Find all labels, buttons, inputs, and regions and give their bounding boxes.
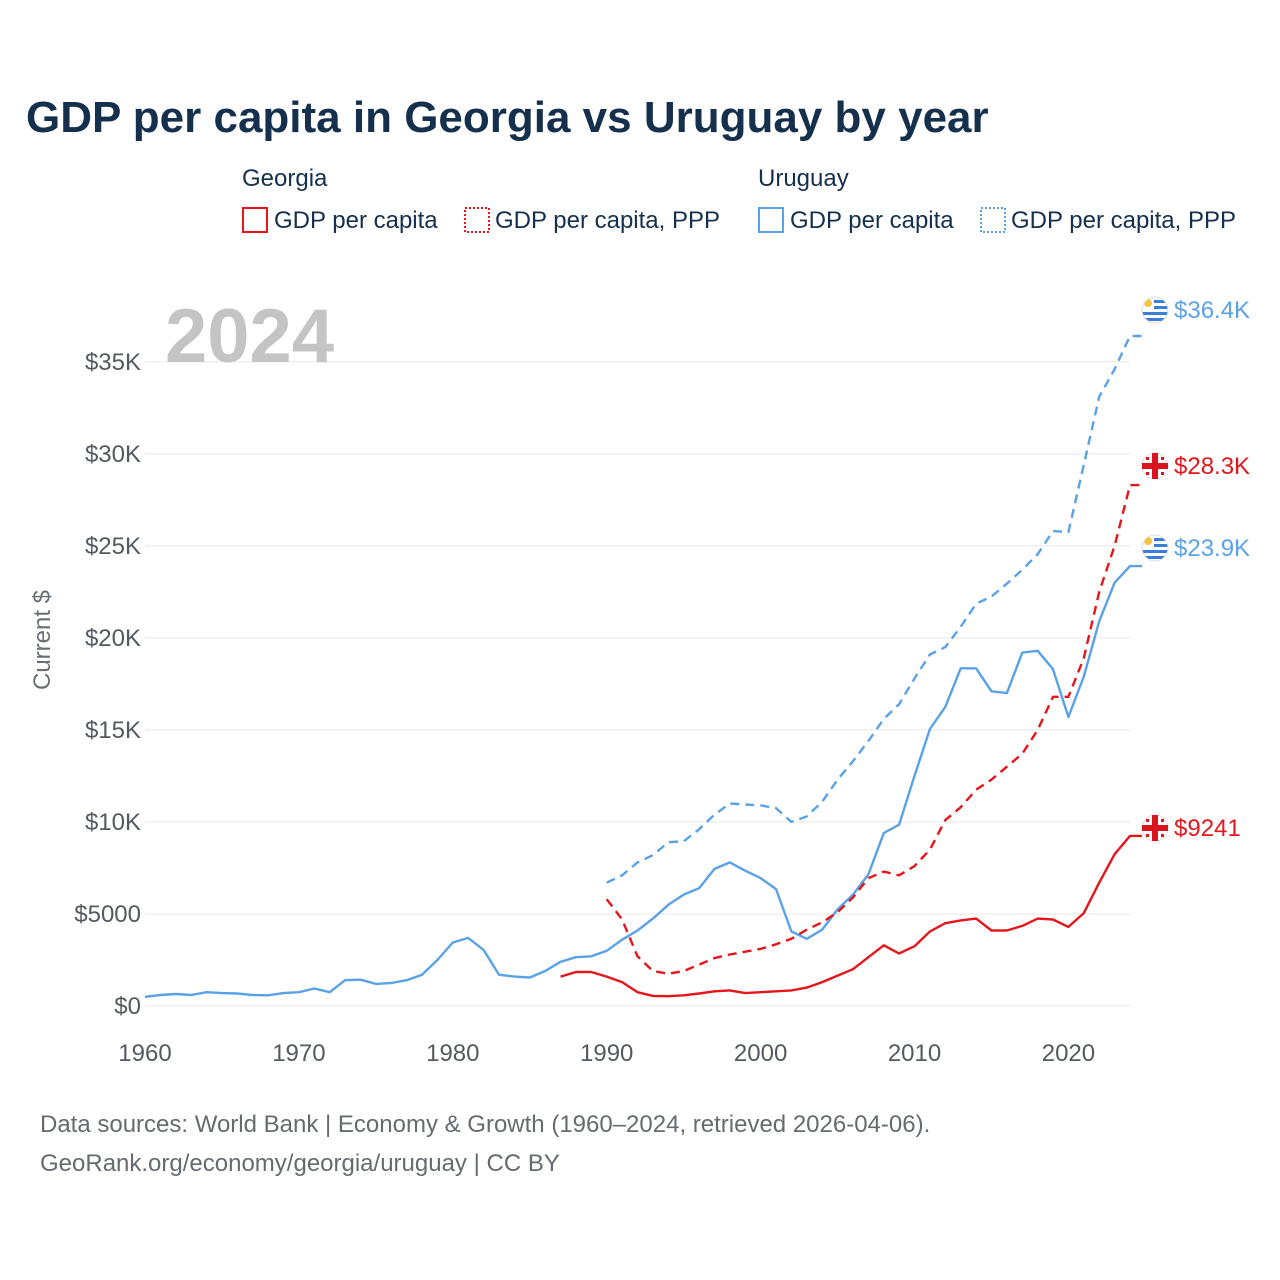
series-lines [144,334,1142,998]
footer-sources: Data sources: World Bank | Economy & Gro… [40,1111,930,1138]
series-line-georgia-gdp-per-capita [560,834,1142,998]
legend-swatch-georgia-ppp [464,207,490,233]
y-tick-label: $25K [85,533,141,560]
legend-label-uruguay-ppp: GDP per capita, PPP [1011,207,1236,234]
end-label-uruguay-gdp: $23.9K [1174,535,1250,562]
x-tick-label: 1960 [118,1040,171,1067]
x-tick-label: 1990 [580,1040,633,1067]
x-tick-label: 1970 [272,1040,325,1067]
y-tick-label: $20K [85,625,141,652]
series-line-georgia-gdp-per-capita-ppp [605,483,1142,975]
georgia-flag-icon [1141,452,1169,480]
y-axis-ticks: $0 $5000 $10K $15K $20K $25K $30K $35K [74,349,141,1020]
y-tick-label: $30K [85,441,141,468]
y-tick-label: $15K [85,717,141,744]
legend-label-georgia-ppp: GDP per capita, PPP [495,207,720,234]
series-line-uruguay-gdp-per-capita-ppp [606,334,1142,884]
end-label-uruguay-ppp: $36.4K [1174,297,1250,324]
end-marker-georgia-gdp: $9241 [1141,814,1241,842]
year-watermark: 2024 [165,294,334,379]
grid [145,361,1130,1007]
legend-label-uruguay-gdp: GDP per capita [790,207,954,234]
x-tick-label: 2010 [888,1040,941,1067]
end-label-georgia-ppp: $28.3K [1174,453,1250,480]
y-tick-label: $35K [85,349,141,376]
end-marker-uruguay-gdp: $23.9K [1141,534,1250,562]
y-axis-title: Current $ [29,590,56,690]
legend-group-uruguay: Uruguay [758,165,849,192]
legend-swatch-uruguay-ppp [980,207,1006,233]
series-line-uruguay-gdp-per-capita [144,564,1142,998]
uruguay-flag-icon [1142,535,1168,561]
x-tick-label: 2020 [1042,1040,1095,1067]
y-tick-label: $10K [85,809,141,836]
x-axis-ticks: 1960 1970 1980 1990 2000 2010 2020 [118,1040,1095,1067]
x-tick-label: 1980 [426,1040,479,1067]
y-tick-label: $5000 [74,901,141,928]
end-marker-uruguay-ppp: $36.4K [1141,296,1250,324]
end-marker-georgia-ppp: $28.3K [1141,452,1250,480]
georgia-flag-icon [1141,814,1169,842]
legend-swatch-georgia-gdp [242,207,268,233]
legend-group-georgia: Georgia [242,165,328,192]
legend-label-georgia-gdp: GDP per capita [274,207,438,234]
x-tick-label: 2000 [734,1040,787,1067]
chart-title: GDP per capita in Georgia vs Uruguay by … [26,93,989,142]
legend-swatch-uruguay-gdp [758,207,784,233]
footer-url: GeoRank.org/economy/georgia/uruguay | CC… [40,1150,560,1177]
legend: Georgia GDP per capita GDP per capita, P… [242,165,1236,234]
y-tick-label: $0 [114,993,141,1020]
end-label-georgia-gdp: $9241 [1174,815,1241,842]
